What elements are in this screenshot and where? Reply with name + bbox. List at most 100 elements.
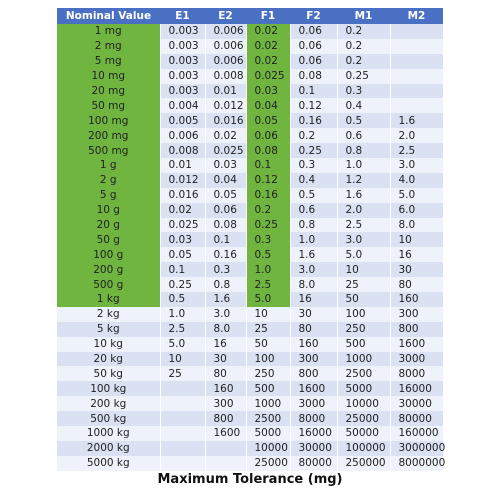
value-cell: 2500 [246,411,291,427]
nominal-cell: 200 g [57,262,161,278]
value-cell: 8000 [390,366,444,382]
table-row: 100 mg 0.005 0.016 0.05 0.16 0.5 1.6 [57,113,444,129]
value-cell: 30000 [390,396,444,412]
value-cell: 0.05 [205,187,247,203]
value-cell [160,411,206,427]
value-cell: 0.4 [290,172,338,188]
nominal-cell: 200 kg [57,396,161,412]
value-cell: 2500 [337,366,391,382]
value-cell [160,396,206,412]
value-cell: 0.2 [290,128,338,144]
value-cell: 0.06 [246,128,291,144]
table-row: 1 mg 0.003 0.006 0.02 0.06 0.2 [57,24,444,39]
table-row: 2 mg 0.003 0.006 0.02 0.06 0.2 [57,38,444,54]
header-cell: M2 [390,8,443,24]
nominal-cell: 20 mg [57,83,161,99]
value-cell: 50000 [337,426,391,441]
value-cell [160,455,206,471]
value-cell: 0.003 [160,24,206,39]
value-cell: 25000 [337,411,391,427]
value-cell: 0.5 [246,247,291,263]
table-row: 200 mg 0.006 0.02 0.06 0.2 0.6 2.0 [57,128,444,144]
value-cell: 0.003 [160,83,206,99]
value-cell: 0.016 [160,187,206,203]
value-cell: 0.008 [160,143,206,159]
value-cell: 25 [160,366,206,382]
value-cell [390,83,444,99]
nominal-cell: 500 kg [57,411,161,427]
nominal-cell: 20 g [57,217,161,233]
value-cell: 0.8 [205,277,247,293]
nominal-cell: 100 g [57,247,161,263]
nominal-cell: 500 mg [57,143,161,159]
value-cell: 2.0 [337,202,391,218]
value-cell: 0.2 [337,38,391,54]
value-cell: 1.0 [337,158,391,173]
nominal-cell: 1 kg [57,292,161,307]
value-cell: 1.6 [390,113,444,129]
header-row: Nominal Value E1 E2 F1 F2 M1 M2 [57,8,443,24]
nominal-cell: 1 g [57,158,161,173]
value-cell: 0.5 [290,187,338,203]
value-cell: 1600 [290,381,338,397]
value-cell: 1.0 [290,232,338,248]
value-cell: 100 [337,306,391,322]
value-cell: 0.05 [246,113,291,129]
value-cell: 160 [390,292,444,307]
nominal-cell: 50 g [57,232,161,248]
value-cell: 3.0 [390,158,444,173]
value-cell: 300 [290,351,338,367]
value-cell: 5.0 [246,292,291,307]
value-cell [160,381,206,397]
value-cell: 0.03 [246,83,291,99]
header-cell: M1 [337,8,390,24]
value-cell: 0.16 [246,187,291,203]
value-cell: 0.006 [205,24,247,39]
nominal-cell: 20 kg [57,351,161,367]
value-cell: 0.04 [205,172,247,188]
value-cell: 8.0 [390,217,444,233]
value-cell: 30000 [290,440,338,456]
value-cell: 0.02 [246,38,291,54]
table-row: 1000 kg 1600 5000 16000 50000 160000 [57,426,444,441]
value-cell: 160 [205,381,247,397]
value-cell: 0.012 [160,172,206,188]
value-cell: 0.5 [160,292,206,307]
tolerance-table: Nominal Value E1 E2 F1 F2 M1 M2 1 mg 0.003 0.006… [57,8,445,471]
table-row: 10 g 0.02 0.06 0.2 0.6 2.0 6.0 [57,202,444,218]
value-cell: 800 [390,321,444,337]
nominal-cell: 500 g [57,277,161,293]
table-header: Nominal Value E1 E2 F1 F2 M1 M2 [57,8,443,24]
value-cell [160,426,206,441]
value-cell [205,455,247,471]
value-cell: 250000 [337,455,391,471]
value-cell: 0.006 [205,38,247,54]
value-cell: 0.25 [337,68,391,84]
value-cell: 30 [390,262,444,278]
value-cell: 0.25 [246,217,291,233]
nominal-cell: 1000 kg [57,426,161,441]
value-cell: 2.5 [246,277,291,293]
value-cell: 2.5 [390,143,444,159]
value-cell: 10 [246,306,291,322]
value-cell: 1.2 [337,172,391,188]
value-cell: 50 [246,336,291,352]
value-cell: 250 [246,366,291,382]
value-cell: 0.6 [337,128,391,144]
table-row: 5000 kg 25000 80000 250000 8000000 [57,455,445,471]
value-cell: 0.5 [337,113,391,129]
value-cell: 0.08 [290,68,338,84]
value-cell: 10 [337,262,391,278]
value-cell: 80000 [290,455,338,471]
value-cell: 25 [337,277,391,293]
value-cell: 0.025 [205,143,247,159]
table-row: 20 mg 0.003 0.01 0.03 0.1 0.3 [57,83,444,99]
value-cell: 0.16 [205,247,247,263]
value-cell: 0.03 [205,158,247,173]
nominal-cell: 5 kg [57,321,161,337]
nominal-cell: 200 mg [57,128,161,144]
value-cell: 80 [390,277,444,293]
value-cell: 0.003 [160,53,206,69]
value-cell: 10 [160,351,206,367]
